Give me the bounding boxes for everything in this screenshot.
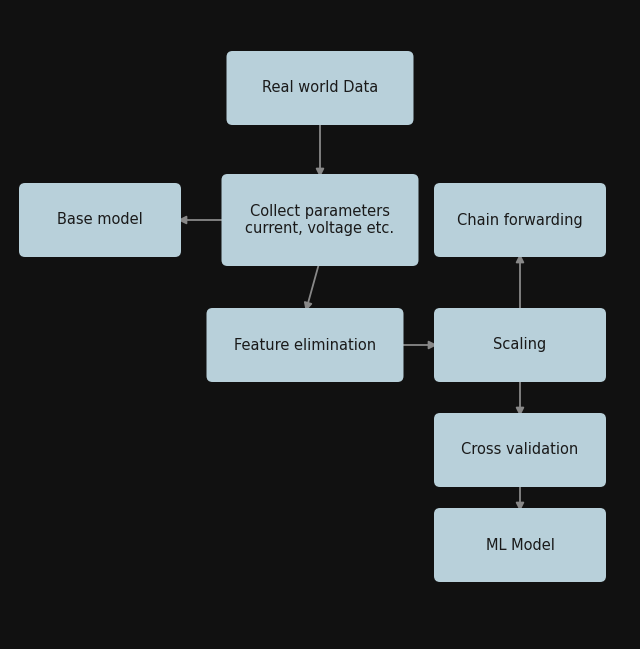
Text: Base model: Base model xyxy=(57,212,143,228)
FancyBboxPatch shape xyxy=(434,508,606,582)
FancyBboxPatch shape xyxy=(434,183,606,257)
FancyBboxPatch shape xyxy=(207,308,403,382)
Text: Scaling: Scaling xyxy=(493,337,547,352)
Text: ML Model: ML Model xyxy=(486,537,554,552)
FancyBboxPatch shape xyxy=(434,413,606,487)
FancyBboxPatch shape xyxy=(19,183,181,257)
Text: Collect parameters
current, voltage etc.: Collect parameters current, voltage etc. xyxy=(245,204,395,236)
Text: Feature elimination: Feature elimination xyxy=(234,337,376,352)
Text: Chain forwarding: Chain forwarding xyxy=(457,212,583,228)
FancyBboxPatch shape xyxy=(227,51,413,125)
Text: Cross validation: Cross validation xyxy=(461,443,579,458)
Text: Real world Data: Real world Data xyxy=(262,80,378,95)
FancyBboxPatch shape xyxy=(434,308,606,382)
FancyBboxPatch shape xyxy=(221,174,419,266)
